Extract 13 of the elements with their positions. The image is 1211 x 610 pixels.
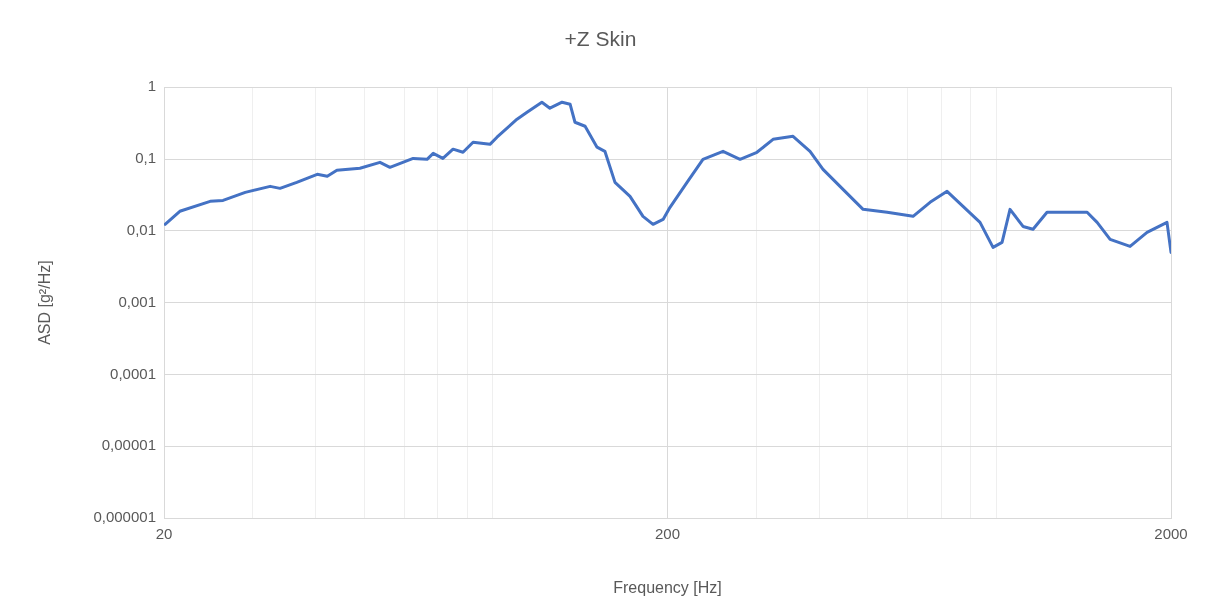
x-tick-label: 200	[654, 525, 681, 543]
y-tick-label: 0,0001	[110, 364, 156, 382]
y-tick-label: 1	[147, 77, 156, 95]
y-tick-label: 0,001	[118, 292, 156, 310]
chart-title: +Z Skin	[564, 27, 637, 51]
y-axis-title: ASD [g²/Hz]	[36, 260, 54, 345]
y-tick-label: 0,00001	[101, 436, 156, 454]
x-axis-title: Frequency [Hz]	[613, 578, 722, 596]
x-tick-label: 2000	[1154, 525, 1188, 543]
x-tick-label: 20	[155, 525, 173, 543]
y-tick-label: 0,1	[135, 149, 156, 167]
y-tick-label: 0,000001	[93, 508, 156, 526]
y-tick-label: 0,01	[126, 220, 156, 238]
